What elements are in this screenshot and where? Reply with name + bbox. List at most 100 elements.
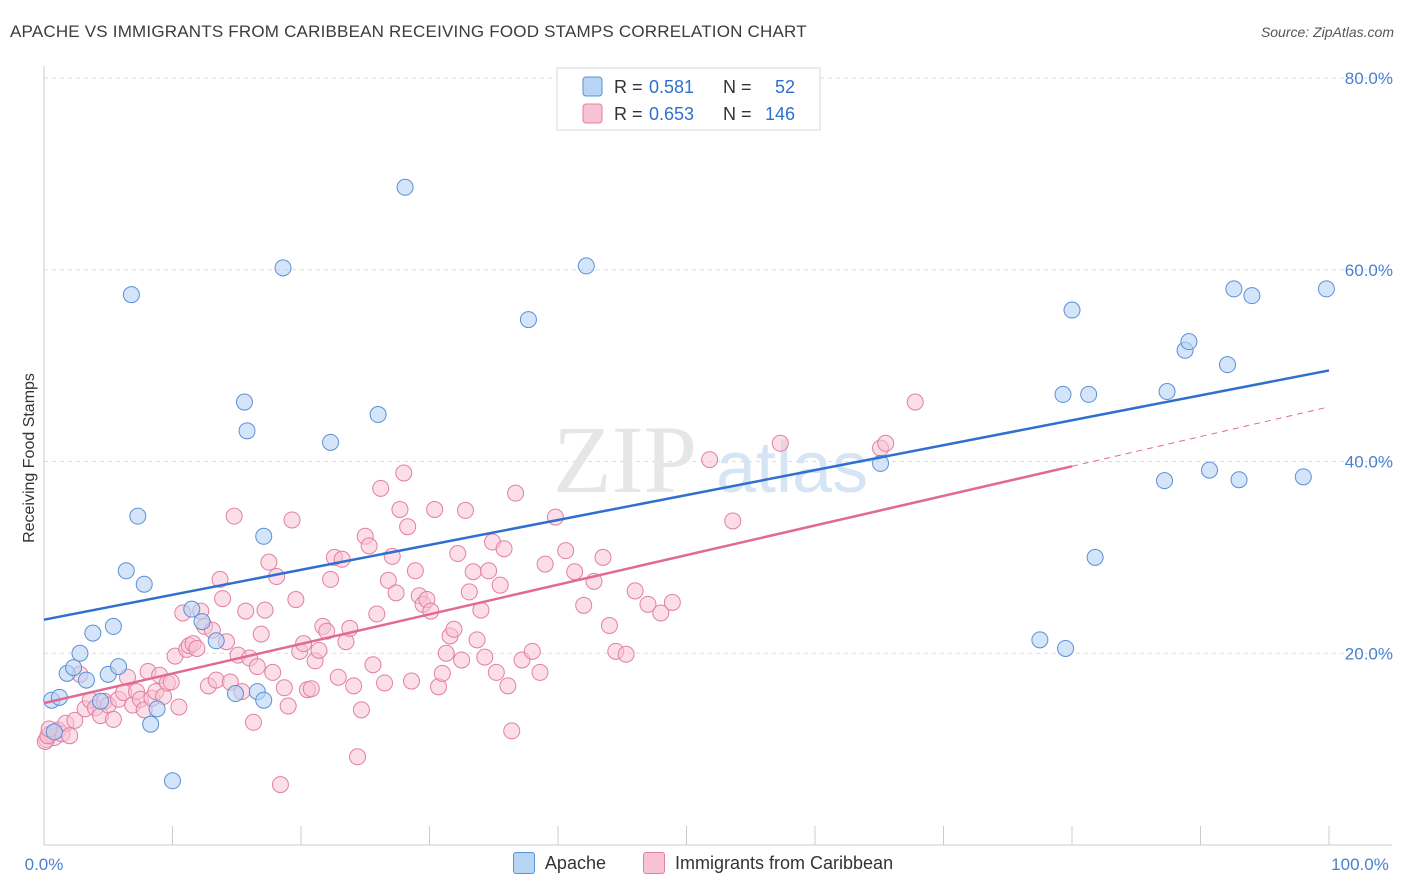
caribbean-point: [639, 595, 657, 613]
y-axis-tick-labels: 20.0% 40.0% 60.0% 80.0%: [1345, 69, 1393, 663]
caribbean-point: [399, 518, 417, 536]
x-tick-label-min: 0.0%: [25, 855, 64, 874]
apache-point: [1200, 461, 1218, 479]
chart-title: APACHE VS IMMIGRANTS FROM CARIBBEAN RECE…: [10, 22, 807, 41]
caribbean-point: [271, 776, 289, 794]
caribbean-point: [260, 553, 278, 571]
caribbean-point: [66, 711, 84, 729]
apache-point: [77, 671, 95, 689]
apache-point: [577, 257, 595, 275]
legend-apache-swatch: [582, 76, 603, 97]
caribbean-point: [499, 677, 517, 695]
caribbean-point: [460, 583, 478, 601]
caribbean-point: [188, 639, 206, 657]
caribbean-point: [531, 663, 549, 681]
caribbean-point: [322, 570, 340, 588]
apache-point: [369, 406, 387, 424]
apache-point: [84, 624, 102, 642]
caribbean-point: [701, 451, 719, 469]
apache-point: [1158, 383, 1176, 401]
legend-carib-n-label: N =: [723, 104, 752, 124]
apache-point: [65, 659, 83, 677]
x-tick-label-max: 100.0%: [1331, 855, 1389, 874]
legend-top: R = 0.581 N = 52 R = 0.653 N = 146: [556, 67, 821, 131]
legend-item-apache[interactable]: Apache: [512, 852, 606, 874]
caribbean-trend-extension: [1071, 406, 1330, 467]
caribbean-point: [333, 550, 351, 568]
caribbean-point: [557, 542, 575, 560]
legend-carib-swatch-bottom: [643, 852, 665, 874]
apache-point: [193, 613, 211, 631]
caribbean-point: [387, 584, 405, 602]
caribbean-point: [663, 593, 681, 611]
caribbean-point: [352, 701, 370, 719]
caribbean-point: [406, 562, 424, 580]
caribbean-point: [211, 570, 229, 588]
legend-carib-r-label: R =: [614, 104, 643, 124]
legend-carib-label: Immigrants from Caribbean: [675, 852, 894, 873]
caribbean-point: [395, 464, 413, 482]
caribbean-point: [225, 507, 243, 525]
caribbean-point: [214, 590, 232, 608]
apache-point: [104, 617, 122, 635]
apache-point: [135, 575, 153, 593]
apache-point: [396, 178, 414, 196]
caribbean-point: [248, 658, 266, 676]
caribbean-point: [349, 748, 367, 766]
axes: [43, 66, 1392, 846]
caribbean-point: [449, 545, 467, 563]
apache-point: [148, 700, 166, 718]
apache-point: [71, 644, 89, 662]
caribbean-point: [652, 604, 670, 622]
caribbean-point: [536, 555, 554, 573]
caribbean-point: [244, 713, 262, 731]
legend-apache-r-label: R =: [614, 77, 643, 97]
caribbean-point: [445, 620, 463, 638]
apache-point: [1294, 468, 1312, 486]
caribbean-point: [600, 616, 618, 634]
caribbean-point: [329, 668, 347, 686]
legend-carib-r-value: 0.653: [649, 104, 694, 124]
y-axis-label: Receiving Food Stamps: [21, 373, 38, 543]
apache-point: [1156, 472, 1174, 490]
caribbean-point: [566, 563, 584, 581]
legend-apache-n-value: 52: [775, 77, 795, 97]
caribbean-point: [771, 434, 789, 452]
apache-point: [226, 685, 244, 703]
caribbean-point: [360, 537, 378, 555]
caribbean-point: [368, 605, 386, 623]
caribbean-point: [207, 671, 225, 689]
apache-point: [129, 507, 147, 525]
caribbean-point: [364, 656, 382, 674]
legend-apache-label: Apache: [544, 852, 606, 873]
apache-point: [1225, 280, 1243, 298]
apache-trend-line: [43, 369, 1330, 621]
apache-point: [238, 422, 256, 440]
apache-point: [274, 259, 292, 277]
legend-carib-swatch: [582, 103, 603, 124]
legend-apache-r-value: 0.581: [649, 77, 694, 97]
caribbean-point: [453, 651, 471, 669]
caribbean-point: [437, 644, 455, 662]
caribbean-point: [468, 631, 486, 649]
caribbean-point: [507, 484, 525, 502]
caribbean-point: [617, 645, 635, 663]
caribbean-trend-line: [43, 465, 1073, 705]
caribbean-point: [724, 512, 742, 530]
apache-point: [164, 772, 181, 790]
caribbean-point: [503, 722, 521, 740]
apache-point: [235, 393, 253, 411]
caribbean-point: [594, 548, 612, 566]
apache-point: [117, 562, 135, 580]
caribbean-point: [480, 562, 498, 580]
apache-point: [1057, 639, 1075, 657]
caribbean-point: [345, 677, 363, 695]
apache-point: [110, 658, 128, 676]
caribbean-point: [456, 501, 474, 519]
caribbean-point: [237, 602, 255, 620]
apache-point: [207, 632, 225, 650]
apache-point: [1086, 548, 1104, 566]
apache-point: [1230, 471, 1248, 489]
legend-item-caribbean[interactable]: Immigrants from Caribbean: [643, 852, 893, 874]
